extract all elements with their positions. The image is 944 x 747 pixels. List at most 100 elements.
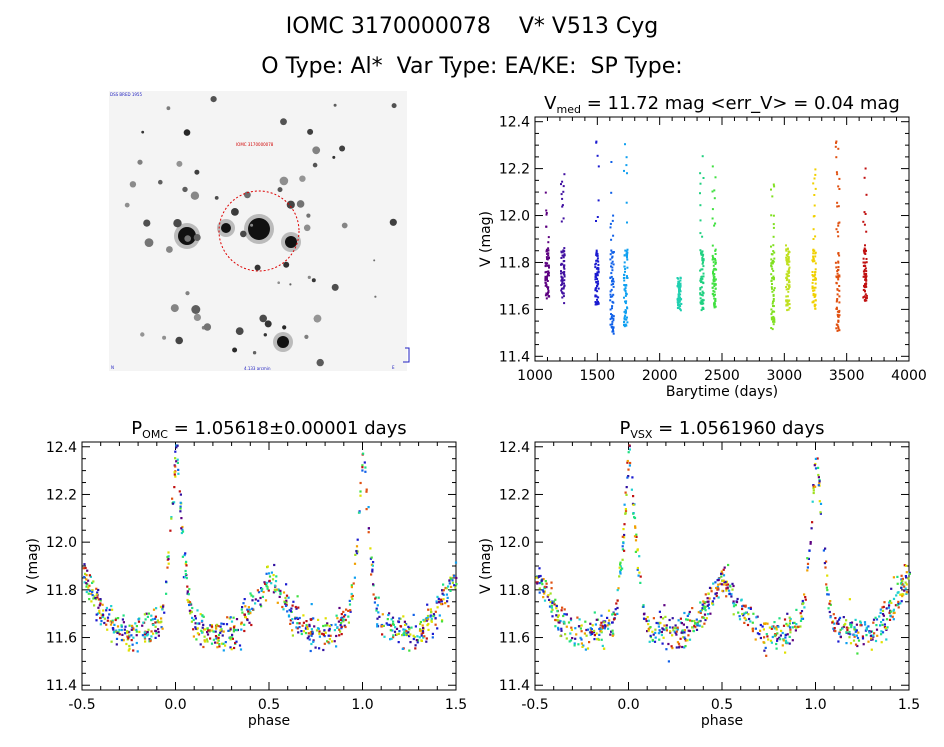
data-point bbox=[838, 285, 841, 287]
data-point bbox=[313, 625, 316, 628]
data-point bbox=[435, 600, 438, 603]
data-point bbox=[557, 626, 560, 629]
data-point bbox=[336, 617, 339, 620]
data-point bbox=[194, 615, 197, 618]
data-point bbox=[825, 560, 828, 563]
data-point bbox=[702, 258, 705, 261]
data-point bbox=[787, 253, 790, 255]
data-point bbox=[786, 641, 789, 644]
data-point bbox=[730, 593, 733, 596]
data-point bbox=[144, 618, 147, 621]
data-point bbox=[284, 602, 287, 605]
data-point bbox=[864, 284, 867, 287]
data-point bbox=[181, 528, 184, 531]
data-point bbox=[288, 608, 291, 612]
data-point bbox=[701, 254, 704, 257]
data-point bbox=[595, 252, 598, 255]
data-point bbox=[97, 606, 100, 609]
data-point bbox=[120, 625, 123, 628]
data-point bbox=[179, 507, 182, 510]
data-point bbox=[174, 465, 177, 468]
finder-chart: DSS BRED 1955 IOMC 3170000078 4.133 arcm… bbox=[109, 91, 410, 371]
data-point bbox=[545, 248, 548, 251]
data-point bbox=[883, 601, 886, 604]
data-point bbox=[773, 627, 776, 630]
data-point bbox=[166, 566, 169, 569]
data-point bbox=[612, 251, 615, 254]
data-point bbox=[712, 277, 715, 279]
data-point bbox=[594, 289, 597, 292]
data-point bbox=[633, 535, 637, 538]
data-point bbox=[206, 640, 209, 643]
data-point bbox=[736, 597, 739, 601]
data-point bbox=[837, 261, 840, 264]
data-point bbox=[720, 583, 723, 586]
data-point bbox=[110, 640, 113, 643]
data-point bbox=[118, 628, 121, 632]
data-point bbox=[864, 283, 866, 286]
data-point bbox=[865, 282, 868, 285]
data-point bbox=[205, 638, 208, 641]
data-point bbox=[623, 169, 625, 172]
data-point bbox=[409, 641, 412, 644]
y-tick-label: 12.4 bbox=[499, 115, 530, 131]
data-point bbox=[125, 631, 129, 634]
data-point bbox=[595, 140, 598, 143]
data-point bbox=[229, 616, 232, 619]
data-point bbox=[261, 588, 264, 591]
data-point bbox=[888, 601, 891, 604]
data-point bbox=[849, 623, 852, 626]
data-point bbox=[625, 318, 628, 321]
y-axis-label: V (mag) bbox=[25, 538, 41, 594]
data-point bbox=[173, 486, 176, 489]
data-point bbox=[141, 634, 144, 637]
data-point bbox=[111, 619, 114, 622]
data-point bbox=[726, 583, 730, 586]
data-point bbox=[376, 623, 379, 626]
data-point bbox=[232, 628, 235, 631]
data-point bbox=[548, 605, 552, 608]
data-point bbox=[596, 303, 599, 306]
data-point bbox=[889, 610, 892, 613]
data-point bbox=[560, 289, 563, 292]
data-point bbox=[545, 213, 548, 216]
data-point bbox=[546, 253, 549, 255]
data-point bbox=[722, 568, 725, 571]
data-point bbox=[777, 625, 780, 628]
data-point bbox=[561, 204, 564, 207]
data-point bbox=[795, 626, 798, 629]
data-point bbox=[843, 623, 846, 627]
data-point bbox=[97, 588, 100, 592]
data-point bbox=[779, 638, 782, 641]
data-point bbox=[100, 613, 103, 616]
data-point bbox=[95, 593, 98, 596]
data-point bbox=[154, 615, 157, 618]
data-point bbox=[298, 626, 301, 629]
data-point bbox=[611, 634, 614, 637]
data-point bbox=[658, 638, 661, 641]
data-point bbox=[683, 631, 686, 634]
data-point bbox=[681, 629, 684, 632]
data-point bbox=[784, 636, 787, 639]
data-point bbox=[364, 470, 367, 473]
data-point bbox=[549, 601, 552, 604]
data-point bbox=[809, 542, 812, 545]
data-point bbox=[701, 607, 704, 610]
data-point bbox=[117, 617, 120, 620]
data-point bbox=[109, 620, 112, 623]
data-point bbox=[679, 308, 682, 311]
data-point bbox=[593, 638, 596, 641]
data-point bbox=[894, 604, 897, 607]
data-point bbox=[144, 640, 147, 643]
data-point bbox=[93, 595, 96, 598]
data-point bbox=[812, 260, 814, 263]
data-point bbox=[678, 300, 681, 303]
data-point bbox=[322, 633, 325, 636]
data-point bbox=[905, 564, 908, 567]
data-point bbox=[626, 459, 629, 463]
data-point bbox=[306, 625, 309, 629]
data-point bbox=[257, 599, 260, 602]
data-point bbox=[838, 311, 841, 314]
data-point bbox=[327, 629, 330, 632]
page-title: IOMC 3170000078 V* V513 Cyg bbox=[285, 14, 659, 39]
